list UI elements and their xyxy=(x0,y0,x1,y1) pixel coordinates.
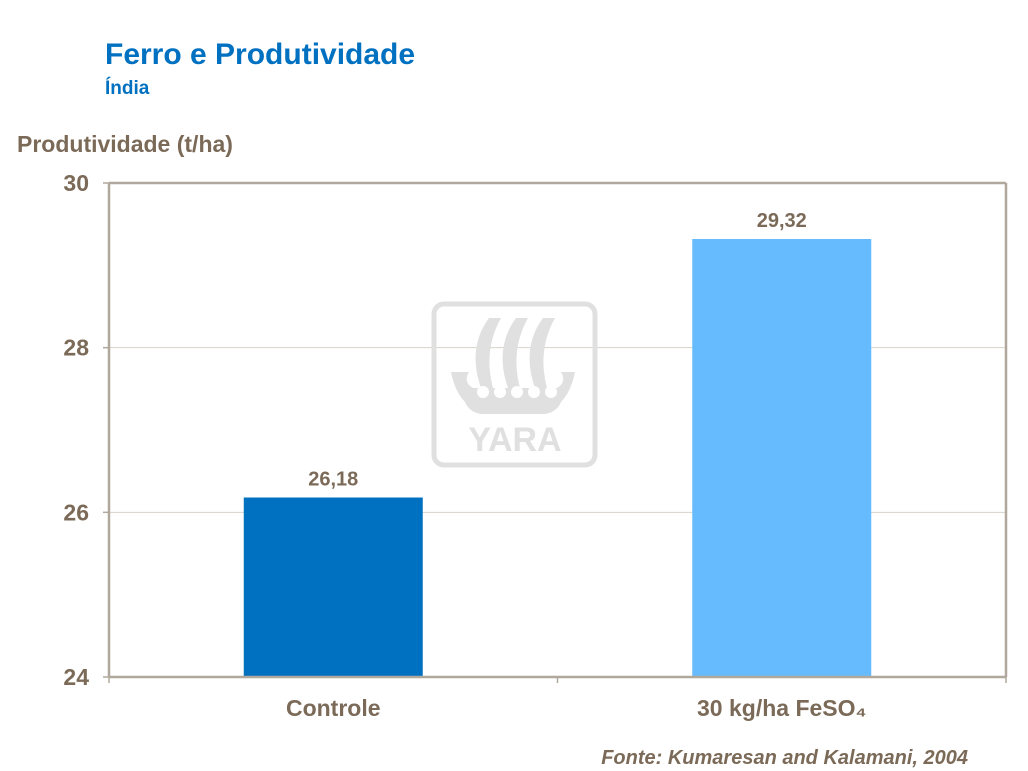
bar xyxy=(243,497,423,677)
y-tick-label: 26 xyxy=(63,499,89,525)
y-axis-label: Produtividade (t/ha) xyxy=(17,131,233,157)
yara-logo-watermark: YARA xyxy=(431,301,598,468)
chart-subtitle: Índia xyxy=(105,78,150,99)
chart-title: Ferro e Produtividade xyxy=(105,38,416,71)
source-note: Fonte: Kumaresan and Kalamani, 2004 xyxy=(601,747,968,769)
data-label: 29,32 xyxy=(757,210,807,232)
x-category-label: Controle xyxy=(286,695,381,721)
bar xyxy=(692,238,872,677)
y-tick-label: 28 xyxy=(63,335,89,361)
data-label: 26,18 xyxy=(308,469,358,491)
y-tick-label: 24 xyxy=(63,664,89,690)
bars: 26,18 29,32 xyxy=(243,210,872,677)
svg-text:YARA: YARA xyxy=(468,421,561,459)
axes: 24 26 28 30 Controle 30 kg/ha FeSO₄ xyxy=(63,170,1008,721)
y-tick-label: 30 xyxy=(63,170,89,196)
x-category-label: 30 kg/ha FeSO₄ xyxy=(697,695,866,721)
